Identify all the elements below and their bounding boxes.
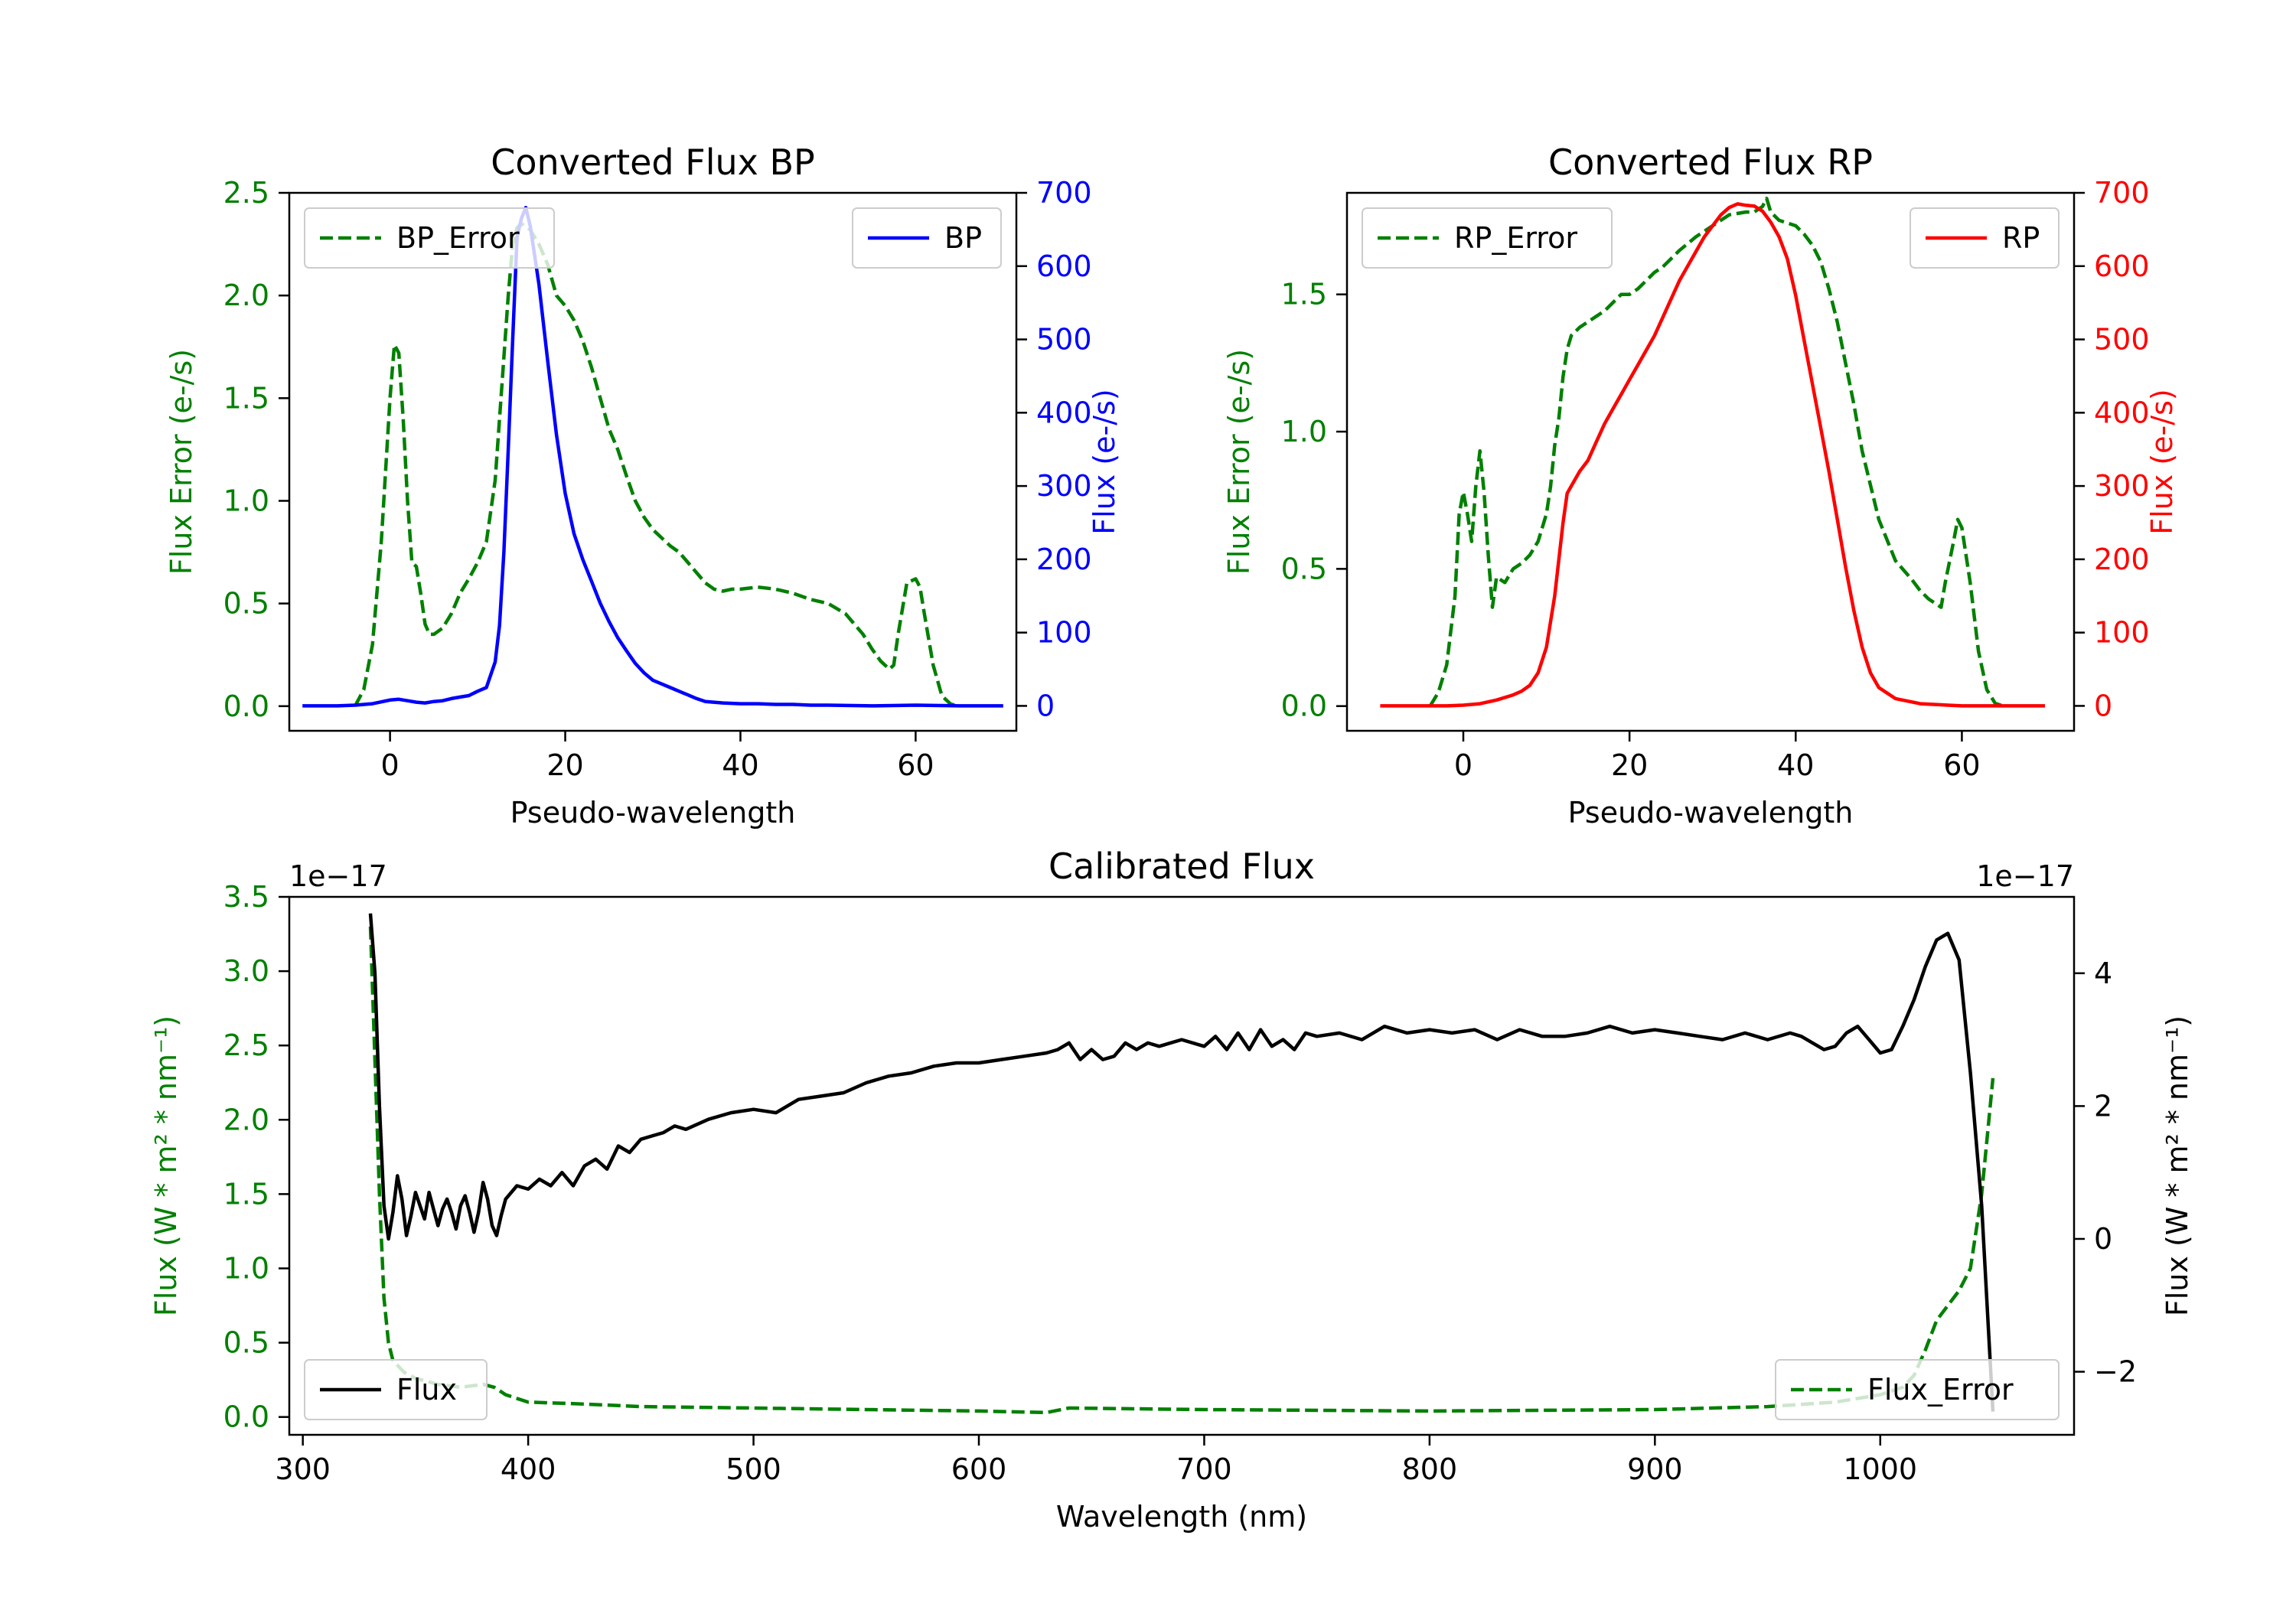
plot-frame	[1345, 191, 2076, 732]
y-right-axis-title: Flux (e-/s)	[2145, 389, 2179, 534]
y-left-axis-title: Flux (W * m² * nm⁻¹)	[149, 1015, 183, 1316]
chart-calibrated: 300 400 500 600 700 800 900 1000 0.0 0.5 1.0 1.5 2.0…	[149, 846, 2194, 1534]
x-tick-label: 0	[381, 748, 400, 782]
series-line-rp	[1380, 202, 2045, 708]
y-right-axis-title: Flux (e-/s)	[1088, 389, 1121, 534]
series-line-rp-error	[1428, 196, 2004, 708]
legend-rp: RP	[1910, 207, 2060, 269]
y-right-tick-label: 0	[2094, 689, 2112, 722]
y-left-tick-label: 2.0	[223, 1103, 269, 1136]
x-tick-label: 800	[1402, 1452, 1458, 1486]
chart-rp: 0 20 40 60 0.0 0.5 1.0 1.5 0 100 200 300 400 500 600 70…	[1222, 142, 2179, 830]
y-left-axis-title: Flux Error (e-/s)	[1222, 349, 1256, 575]
y-right-tick-label: 100	[1036, 616, 1092, 650]
x-tick-label: 40	[722, 748, 758, 782]
x-axis-title: Pseudo-wavelength	[1568, 796, 1854, 830]
x-axis-title: Wavelength (nm)	[1056, 1500, 1307, 1534]
series-line-flux	[368, 913, 1995, 1412]
y-left-offset-text: 1e−17	[289, 859, 387, 893]
y-right-tick-label: 500	[1036, 323, 1092, 357]
y-left-tick-label: 0.0	[1281, 689, 1327, 723]
x-tick-label: 40	[1777, 748, 1814, 782]
x-tick-label: 500	[726, 1452, 781, 1486]
y-left-tick-label: 0.0	[223, 1400, 269, 1434]
chart-title: Converted Flux BP	[491, 142, 815, 183]
y-left-tick-label: 0.5	[1281, 552, 1327, 585]
chart-title: Converted Flux RP	[1548, 142, 1873, 183]
x-tick-label: 60	[897, 748, 934, 782]
y-right-tick-label: 2	[2094, 1089, 2112, 1123]
plot-frame	[288, 895, 2076, 1436]
legend-box	[1362, 207, 1613, 269]
y-left-axis-title: Flux Error (e-/s)	[165, 349, 198, 575]
y-left-tick-label: 0.5	[223, 1326, 269, 1360]
chart-title: Calibrated Flux	[1049, 846, 1315, 887]
x-tick-label: 20	[546, 748, 583, 782]
x-tick-label: 0	[1454, 748, 1473, 782]
y-right-tick-label: 200	[1036, 543, 1092, 576]
legend-label: RP	[2002, 221, 2040, 255]
y-right-tick-label: 500	[2094, 323, 2150, 357]
legend-label: Flux	[396, 1373, 457, 1407]
y-right-tick-label: 600	[2094, 249, 2150, 283]
legend-bp-error: BP_Error	[304, 207, 555, 269]
y-right-tick-label: 400	[1036, 396, 1092, 429]
series-line-bp-error	[353, 221, 960, 708]
y-left-tick-label: 1.5	[223, 1177, 269, 1211]
legend-box	[304, 207, 555, 269]
y-right-tick-label: 0	[1036, 689, 1055, 722]
y-left-tick-label: 2.0	[223, 279, 269, 312]
x-tick-label: 300	[275, 1452, 331, 1486]
x-axis-title: Pseudo-wavelength	[510, 796, 796, 830]
y-right-tick-label: −2	[2094, 1355, 2137, 1389]
chart-bp: 0 20 40 60 0.0 0.5 1.0 1.5 2.0 2.5 0 100 200 300 400 50…	[165, 142, 1121, 830]
y-right-tick-label: 300	[1036, 469, 1092, 503]
legend-label: Flux_Error	[1867, 1373, 2014, 1407]
y-right-offset-text: 1e−17	[1976, 859, 2074, 893]
x-tick-label: 60	[1943, 748, 1980, 782]
y-left-tick-label: 0.5	[223, 587, 269, 621]
y-left-tick-label: 1.0	[1281, 415, 1327, 448]
x-tick-label: 400	[501, 1452, 556, 1486]
x-tick-label: 1000	[1843, 1452, 1917, 1486]
legend-label: RP_Error	[1454, 221, 1577, 255]
y-right-tick-label: 200	[2094, 543, 2150, 576]
y-left-tick-label: 3.5	[223, 880, 269, 914]
y-right-tick-label: 300	[2094, 469, 2150, 503]
y-left-tick-label: 0.0	[223, 689, 269, 723]
legend-flux: Flux	[304, 1359, 488, 1420]
y-left-tick-label: 2.5	[223, 176, 269, 210]
y-right-tick-label: 700	[2094, 176, 2150, 210]
y-left-tick-label: 3.0	[223, 954, 269, 988]
legend-box	[304, 1359, 488, 1420]
series-line-flux-error	[368, 926, 1995, 1415]
legend-box	[1775, 1359, 2060, 1420]
y-left-tick-label: 1.5	[1281, 278, 1327, 311]
y-left-tick-label: 1.0	[223, 484, 269, 517]
y-right-tick-label: 400	[2094, 396, 2150, 429]
y-right-tick-label: 600	[1036, 249, 1092, 283]
y-right-tick-label: 700	[1036, 176, 1092, 210]
x-tick-label: 900	[1627, 1452, 1683, 1486]
legend-label: BP_Error	[396, 221, 520, 255]
legend-label: BP	[944, 221, 982, 255]
y-left-tick-label: 2.5	[223, 1028, 269, 1062]
series-line-bp	[302, 205, 1003, 708]
y-right-tick-label: 100	[2094, 616, 2150, 650]
legend-rp-error: RP_Error	[1362, 207, 1613, 269]
x-tick-label: 700	[1176, 1452, 1232, 1486]
y-right-tick-label: 4	[2094, 957, 2112, 990]
y-left-tick-label: 1.5	[223, 381, 269, 415]
legend-flux-error: Flux_Error	[1775, 1359, 2060, 1420]
y-right-tick-label: 0	[2094, 1222, 2112, 1256]
x-tick-label: 600	[951, 1452, 1007, 1486]
y-right-axis-title: Flux (W * m² * nm⁻¹)	[2161, 1015, 2194, 1316]
y-left-tick-label: 1.0	[223, 1251, 269, 1285]
legend-bp: BP	[852, 207, 1002, 269]
plot-frame	[288, 191, 1018, 732]
x-tick-label: 20	[1611, 748, 1648, 782]
